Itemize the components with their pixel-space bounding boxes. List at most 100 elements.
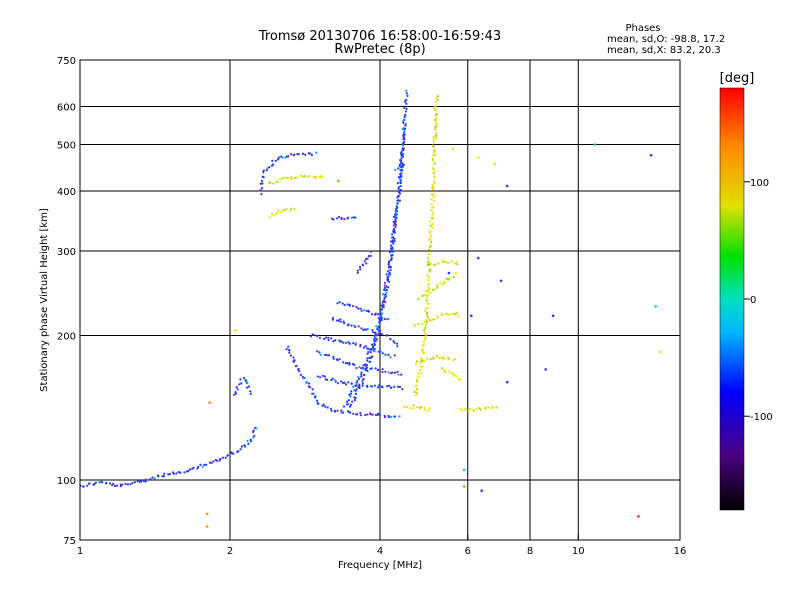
- echo-point: [349, 411, 352, 414]
- echo-point: [101, 481, 104, 484]
- echo-point: [357, 376, 360, 379]
- echo-point: [399, 185, 402, 188]
- echo-point: [373, 340, 376, 343]
- echo-point: [356, 379, 359, 383]
- echo-point: [405, 89, 408, 92]
- echo-point: [422, 329, 425, 332]
- echo-point: [379, 310, 382, 314]
- echo-point: [210, 461, 213, 464]
- echo-point: [290, 207, 293, 210]
- echo-point: [393, 371, 397, 374]
- echo-point: [268, 216, 272, 219]
- x-axis-ticks: 1 2 4 6 8 10 16: [77, 534, 686, 557]
- echo-point: [392, 230, 395, 233]
- echo-point: [400, 172, 403, 175]
- echo-point: [330, 407, 333, 410]
- chart-title: Tromsø 20130706 16:58:00-16:59:43: [258, 29, 501, 44]
- echo-point: [421, 365, 424, 368]
- echo-point: [414, 394, 418, 397]
- echo-point: [311, 388, 314, 391]
- echo-point: [367, 310, 371, 313]
- echo-point: [421, 350, 424, 353]
- echo-point: [450, 372, 453, 375]
- echo-point: [336, 359, 339, 362]
- echo-point: [405, 107, 408, 110]
- echo-point: [304, 153, 307, 156]
- echo-point: [272, 182, 275, 185]
- echo-point: [340, 340, 343, 343]
- echo-point: [430, 202, 433, 206]
- echo-point: [367, 255, 370, 258]
- echo-point: [380, 308, 383, 311]
- echo-point: [86, 484, 89, 487]
- echo-point: [429, 224, 432, 227]
- echo-point: [413, 324, 416, 327]
- x-axis-label: Frequency [MHz]: [338, 560, 422, 571]
- echo-point: [373, 343, 376, 346]
- echo-point: [274, 159, 277, 162]
- echo-point: [340, 380, 343, 383]
- echo-point: [387, 270, 390, 273]
- echo-point: [245, 381, 248, 384]
- y-tick-label: 750: [57, 56, 76, 67]
- echo-point: [434, 128, 437, 131]
- echo-traces: [79, 89, 498, 488]
- echo-point: [447, 278, 450, 281]
- echo-point: [353, 399, 356, 402]
- echo-point: [370, 250, 373, 253]
- echo-point: [400, 166, 403, 169]
- echo-point: [378, 413, 381, 416]
- echo-point: [443, 357, 446, 360]
- echo-point: [167, 473, 170, 476]
- echo-point: [391, 371, 394, 374]
- echo-point: [366, 369, 369, 372]
- echo-point: [452, 372, 455, 375]
- echo-point: [440, 367, 443, 370]
- echo-point: [192, 466, 195, 469]
- echo-point: [299, 373, 303, 376]
- echo-point: [443, 280, 446, 283]
- echo-point: [349, 395, 352, 398]
- echo-point: [349, 392, 353, 395]
- echo-point: [196, 467, 199, 470]
- echo-point: [288, 349, 291, 352]
- echo-point: [327, 336, 330, 339]
- echo-point: [373, 313, 377, 316]
- echo-point: [439, 282, 442, 285]
- echo-point: [347, 323, 350, 326]
- echo-point: [316, 350, 319, 353]
- echo-point: [429, 232, 432, 235]
- echo-point: [290, 153, 293, 156]
- echo-point: [383, 284, 386, 287]
- echo-point: [399, 188, 402, 192]
- echo-point: [308, 175, 311, 178]
- scatter-point: [205, 512, 209, 516]
- echo-point: [129, 483, 132, 486]
- echo-point: [429, 319, 432, 322]
- echo-point: [380, 332, 383, 336]
- echo-point: [277, 156, 280, 159]
- echo-point: [266, 167, 269, 170]
- echo-point: [403, 133, 406, 136]
- echo-point: [433, 194, 436, 197]
- echo-point: [271, 159, 274, 162]
- echo-point: [368, 348, 371, 351]
- echo-point: [386, 276, 389, 279]
- echo-point: [384, 301, 387, 304]
- echo-point: [318, 351, 321, 354]
- echo-point: [322, 403, 325, 406]
- echo-point: [324, 353, 327, 356]
- echo-point: [441, 282, 444, 286]
- scatter-point: [462, 485, 466, 488]
- echo-point: [455, 261, 459, 264]
- echo-point: [163, 472, 166, 475]
- echo-point: [262, 171, 265, 174]
- echo-point: [398, 415, 401, 418]
- echo-point: [455, 312, 458, 315]
- echo-point: [419, 406, 422, 409]
- echo-point: [427, 253, 430, 256]
- echo-point: [268, 166, 271, 169]
- echo-point: [327, 339, 330, 342]
- echo-point: [361, 384, 364, 387]
- echo-point: [405, 92, 408, 95]
